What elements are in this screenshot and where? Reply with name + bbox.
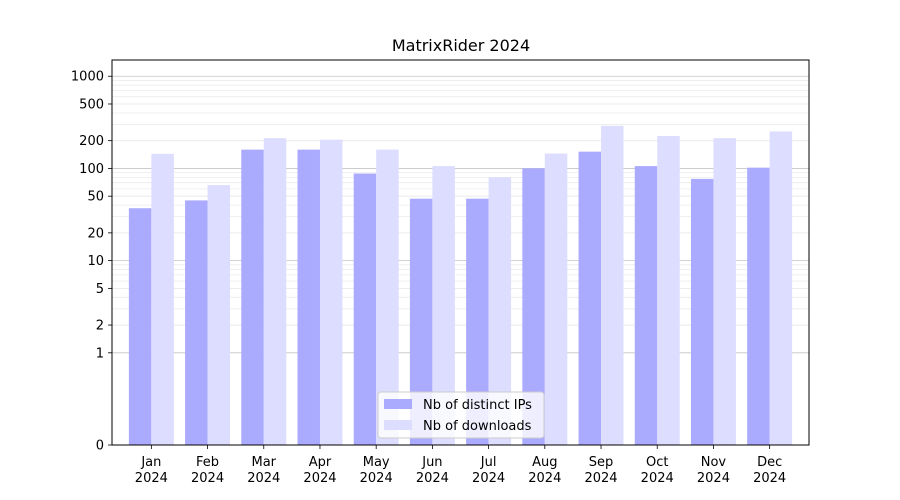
x-tick-label-month: Feb [196,455,219,470]
x-tick-label-year: 2024 [191,471,224,486]
bar-downloads [488,177,512,445]
y-tick-label: 5 [96,282,104,297]
y-tick-label: 1 [96,346,104,361]
bar-distinct-ips [522,168,545,445]
bar-downloads [263,138,287,445]
x-tick-label-year: 2024 [247,471,280,486]
x-tick-label-year: 2024 [641,471,674,486]
bar-distinct-ips [578,151,602,445]
bar-distinct-ips [747,167,770,445]
y-tick-label: 50 [87,190,104,205]
x-tick-label-year: 2024 [360,471,393,486]
x-tick-label-year: 2024 [472,471,505,486]
x-tick-label-month: Dec [757,455,782,470]
y-axis: 0 1 2 5 10 20 50 100 200 500 1000 [71,70,112,454]
bar-downloads [151,153,174,445]
bar-downloads [432,166,455,446]
legend-box [377,391,545,439]
x-tick-label-month: Aug [532,455,557,470]
chart-title: MatrixRider 2024 [392,36,530,55]
x-tick-label-year: 2024 [135,471,168,486]
y-tick-label: 10 [87,254,104,269]
bar-distinct-ips [353,173,377,445]
x-tick-label-month: Oct [646,455,668,470]
x-tick-label-month: Mar [252,455,277,470]
y-tick-label: 20 [87,226,104,241]
bar-distinct-ips [241,149,264,445]
x-tick-label-year: 2024 [303,471,336,486]
legend-label: Nb of distinct IPs [423,398,532,413]
y-tick-label: 100 [79,162,104,177]
bar-distinct-ips [409,198,433,445]
bar-distinct-ips [128,208,152,445]
legend: Nb of distinct IPs Nb of downloads [377,391,545,439]
x-tick-label-year: 2024 [584,471,617,486]
legend-swatch [384,399,412,409]
bar-downloads [713,138,736,445]
y-tick-label: 2 [96,319,104,334]
x-axis: Jan2024Feb2024Mar2024Apr2024May2024Jun20… [135,445,786,486]
y-tick-label: 200 [79,134,104,149]
x-tick-label-year: 2024 [753,471,786,486]
bar-distinct-ips [466,198,489,445]
y-tick-label: 500 [79,97,104,112]
plot-frame [111,59,810,446]
y-tick-label: 1000 [71,70,104,85]
x-tick-label-month: Jul [480,455,497,470]
x-tick-label-month: Jun [421,455,442,470]
bar-downloads [207,185,231,446]
bar-distinct-ips [297,149,320,445]
bar-downloads [657,135,680,445]
x-tick-label-year: 2024 [697,471,730,486]
bar-downloads [601,125,624,445]
x-tick-label-month: Nov [701,455,727,470]
legend-label: Nb of downloads [423,419,532,434]
bar-distinct-ips [690,178,714,445]
x-tick-label-month: Apr [309,455,332,470]
x-tick-label-year: 2024 [416,471,449,486]
x-tick-label-month: May [363,455,390,470]
bar-distinct-ips [185,200,208,445]
x-tick-label-year: 2024 [528,471,561,486]
legend-swatch [384,420,412,430]
bar-distinct-ips [634,166,658,446]
bar-downloads [544,153,568,445]
x-tick-label-month: Jan [140,455,161,470]
bar-downloads [319,139,343,445]
bar-downloads [376,149,399,445]
bars [128,125,793,446]
x-tick-label-month: Sep [589,455,614,470]
bar-downloads [769,131,793,446]
y-tick-label: 0 [96,439,104,454]
